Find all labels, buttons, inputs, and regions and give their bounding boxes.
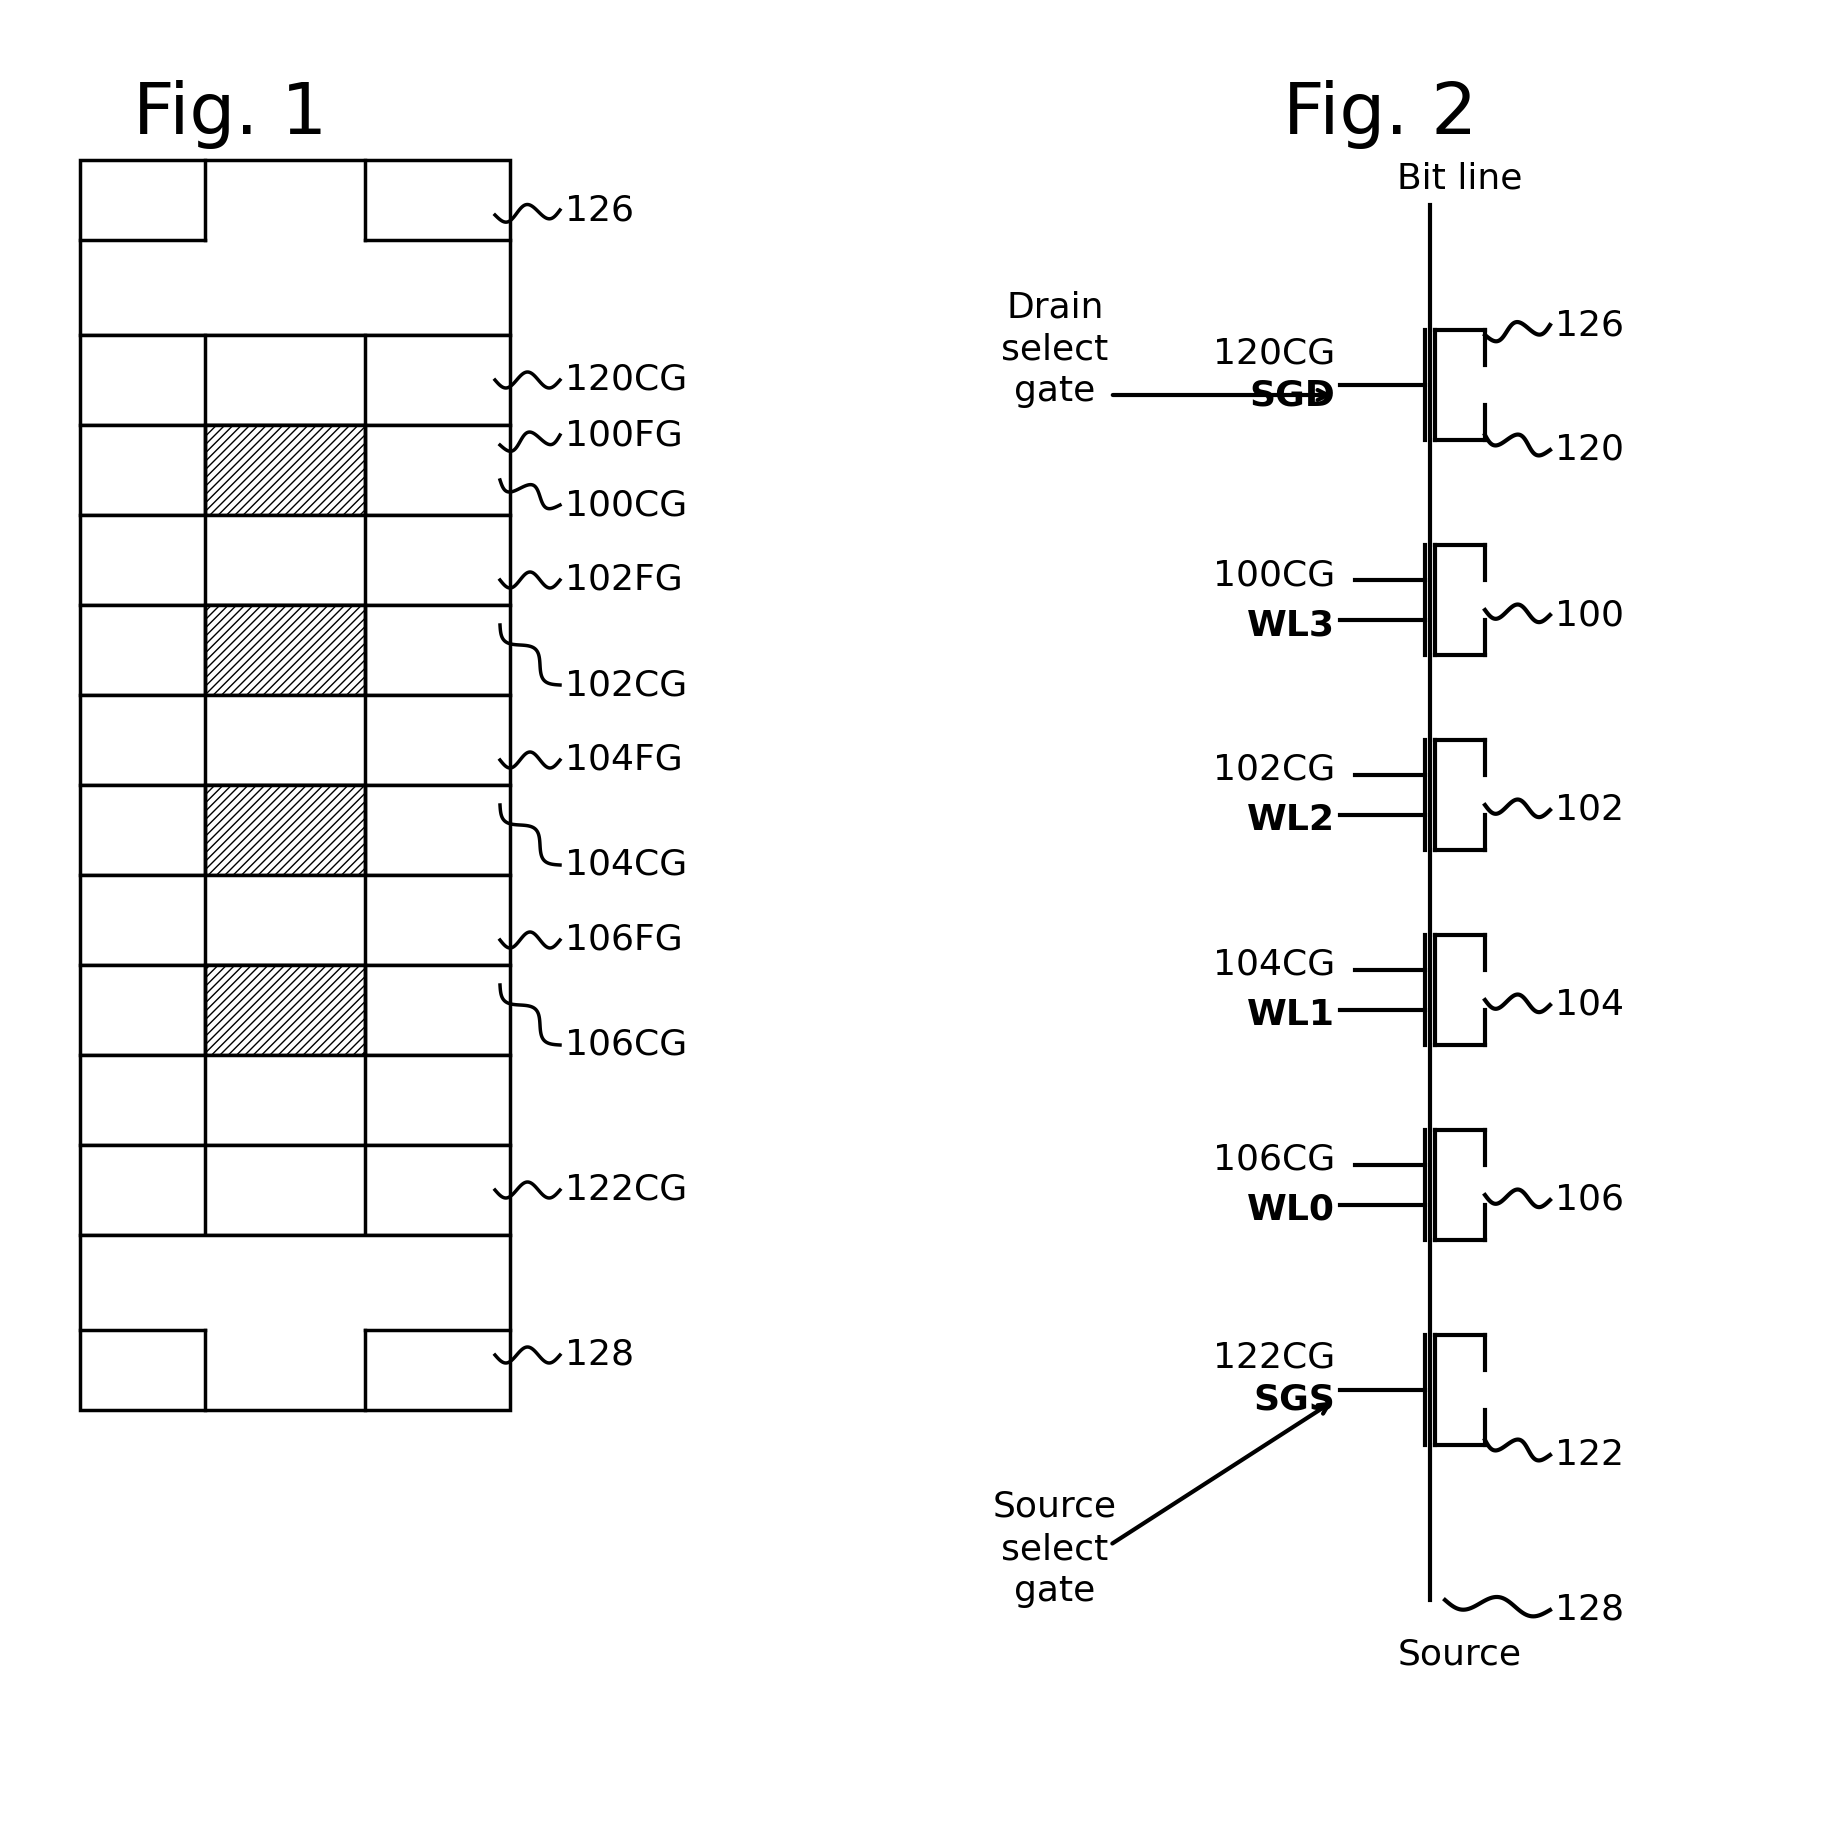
Text: 100CG: 100CG xyxy=(1212,557,1334,593)
Text: 104CG: 104CG xyxy=(1212,949,1334,982)
Text: Fig. 1: Fig. 1 xyxy=(133,79,326,150)
Text: 100: 100 xyxy=(1555,598,1622,631)
Text: 102CG: 102CG xyxy=(565,668,687,701)
Text: 120: 120 xyxy=(1555,434,1622,467)
Bar xyxy=(80,1145,510,1235)
Text: 106CG: 106CG xyxy=(1212,1143,1334,1178)
Text: Drain
select
gate: Drain select gate xyxy=(1001,290,1108,408)
Text: 106: 106 xyxy=(1555,1183,1622,1217)
Bar xyxy=(80,605,510,694)
Text: 122: 122 xyxy=(1555,1438,1622,1471)
Text: WL0: WL0 xyxy=(1247,1193,1334,1228)
Text: Bit line: Bit line xyxy=(1396,161,1522,196)
Bar xyxy=(80,161,510,334)
Text: 126: 126 xyxy=(1555,308,1622,342)
Bar xyxy=(80,694,510,785)
Bar xyxy=(204,425,365,515)
Text: 126: 126 xyxy=(565,194,634,227)
Bar xyxy=(80,515,510,605)
Text: 106FG: 106FG xyxy=(565,923,682,956)
Bar xyxy=(80,965,510,1056)
Text: 100CG: 100CG xyxy=(565,487,687,522)
Text: SGD: SGD xyxy=(1249,378,1334,412)
Bar xyxy=(80,425,510,515)
Text: 128: 128 xyxy=(1555,1593,1622,1626)
Text: 102: 102 xyxy=(1555,794,1622,827)
Text: 100FG: 100FG xyxy=(565,417,682,452)
Text: 122CG: 122CG xyxy=(565,1172,687,1207)
Text: WL1: WL1 xyxy=(1247,999,1334,1032)
Bar xyxy=(80,785,510,875)
Text: 104: 104 xyxy=(1555,988,1622,1023)
Text: Source: Source xyxy=(1396,1637,1520,1672)
Bar xyxy=(80,875,510,965)
Text: Fig. 2: Fig. 2 xyxy=(1282,79,1477,150)
Text: 120CG: 120CG xyxy=(1212,336,1334,369)
Bar xyxy=(204,785,365,875)
Bar xyxy=(80,334,510,425)
Text: 106CG: 106CG xyxy=(565,1028,687,1061)
Text: 128: 128 xyxy=(565,1338,634,1372)
Text: 104CG: 104CG xyxy=(565,847,687,882)
Text: WL2: WL2 xyxy=(1247,803,1334,836)
Bar xyxy=(80,1235,510,1410)
Text: SGS: SGS xyxy=(1252,1383,1334,1418)
Bar xyxy=(80,1056,510,1145)
Text: Source
select
gate: Source select gate xyxy=(992,1490,1116,1608)
Text: 102FG: 102FG xyxy=(565,563,682,596)
Text: 120CG: 120CG xyxy=(565,364,687,397)
Text: 104FG: 104FG xyxy=(565,742,682,777)
Text: 122CG: 122CG xyxy=(1212,1340,1334,1375)
Bar xyxy=(204,965,365,1056)
Text: WL3: WL3 xyxy=(1247,607,1334,642)
Bar xyxy=(204,605,365,694)
Text: 102CG: 102CG xyxy=(1212,753,1334,786)
